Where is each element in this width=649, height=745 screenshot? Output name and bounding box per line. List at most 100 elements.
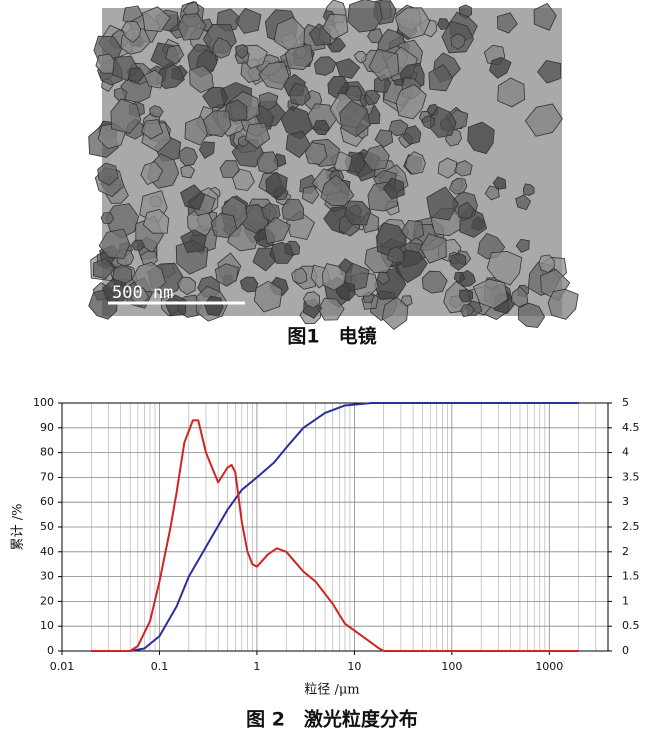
particle [142, 209, 170, 234]
particle [98, 228, 131, 259]
particle [454, 160, 473, 177]
particle [402, 125, 422, 145]
particle [339, 100, 371, 138]
particle [253, 280, 283, 313]
particle [263, 216, 292, 244]
particle [301, 185, 320, 205]
y2-tick-label: 1 [622, 594, 629, 607]
particle [368, 48, 400, 82]
scale-label: 500 nm [112, 283, 173, 303]
particle [448, 177, 468, 195]
particle [180, 163, 196, 179]
particle [374, 129, 394, 148]
x-axis-label: 粒径 /μm [304, 683, 359, 698]
y2-tick-label: 5 [622, 396, 629, 409]
x-tick-label: 100 [441, 660, 462, 673]
plot-frame [61, 402, 609, 652]
particle [395, 249, 428, 284]
particle [312, 119, 330, 136]
y2-tick-label: 3 [622, 495, 629, 508]
particle [214, 263, 239, 287]
particle [149, 105, 164, 118]
particle [285, 130, 312, 159]
particle [524, 103, 563, 137]
particle [381, 296, 409, 331]
caption: 图 2 激光粒度分布 [246, 708, 418, 731]
particle [344, 200, 372, 226]
particle [142, 6, 171, 32]
particle [92, 257, 116, 280]
particle [140, 161, 163, 186]
particle [353, 51, 367, 64]
caption: 图1 电镜 [287, 325, 376, 348]
particle [281, 198, 305, 222]
y-tick-label: 50 [40, 520, 54, 533]
particle [180, 184, 206, 211]
particle [202, 110, 232, 138]
particle [538, 254, 555, 273]
particle [515, 238, 530, 253]
particle [203, 295, 224, 317]
y2-tick-label: 2.5 [622, 520, 640, 533]
particle [395, 84, 427, 120]
particle [239, 276, 259, 293]
y-tick-label: 100 [33, 396, 54, 409]
particle [547, 288, 579, 320]
particle [198, 141, 215, 160]
particle [212, 37, 232, 59]
particle [347, 0, 383, 33]
particle [269, 241, 295, 264]
particle [405, 151, 426, 175]
particle [232, 168, 255, 191]
line [91, 402, 579, 652]
y-tick-label: 70 [40, 470, 54, 483]
particle [317, 297, 345, 321]
y-tick-label: 20 [40, 594, 54, 607]
particle [497, 77, 526, 108]
particle [304, 142, 328, 165]
particle [143, 69, 164, 89]
particle [110, 98, 142, 134]
y-tick-label: 80 [40, 446, 54, 459]
particle [518, 302, 546, 328]
x-tick-label: 10 [347, 660, 361, 673]
particle [177, 276, 197, 296]
particle [363, 144, 390, 171]
particle [537, 59, 562, 84]
x-tick-label: 1000 [535, 660, 563, 673]
particle [189, 65, 214, 94]
y-tick-label: 90 [40, 421, 54, 434]
particle [395, 7, 431, 40]
particle [113, 87, 128, 102]
particle [388, 119, 409, 137]
particle [288, 82, 311, 106]
particle [419, 233, 447, 264]
particle [210, 212, 238, 239]
particle [321, 263, 347, 291]
particle [273, 16, 305, 51]
particle [367, 28, 383, 44]
particle [453, 271, 466, 284]
particle [121, 20, 142, 43]
particle [489, 56, 512, 79]
particle [202, 86, 229, 109]
particle [486, 250, 523, 286]
particle [177, 13, 207, 41]
particle [386, 245, 404, 264]
particle [335, 58, 361, 79]
particle [258, 61, 290, 91]
particle [100, 212, 115, 224]
particle [244, 122, 271, 150]
particle [235, 44, 249, 60]
particle [459, 289, 474, 303]
particle [492, 176, 507, 190]
particle [258, 91, 279, 111]
particle [256, 151, 279, 174]
x-tick-label: 1 [253, 660, 260, 673]
particle [291, 267, 308, 285]
y2-tick-label: 2 [622, 545, 629, 558]
particle [382, 177, 405, 200]
particle [97, 162, 119, 186]
y2-tick-label: 4 [622, 446, 629, 459]
